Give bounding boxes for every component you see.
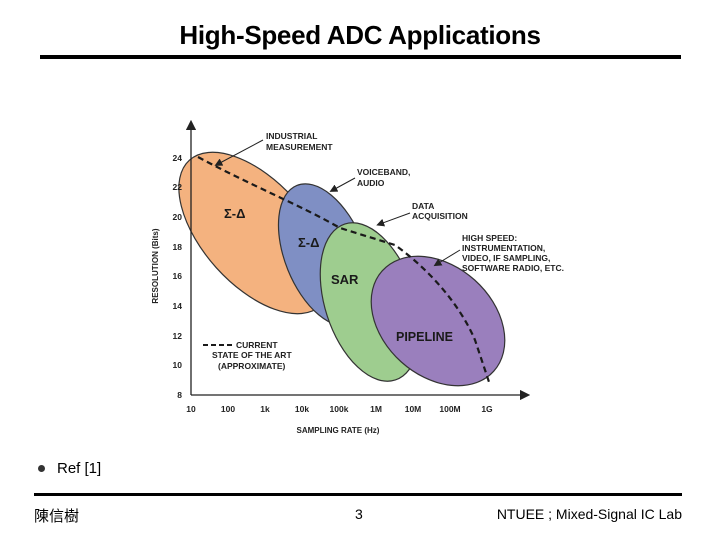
- footer-page-number: 3: [355, 506, 363, 522]
- voiceband-annotation: AUDIO: [357, 178, 385, 188]
- legend-text: (APPROXIMATE): [218, 361, 286, 371]
- sigma-delta-label: Σ-Δ: [224, 206, 245, 221]
- high-speed-annotation: SOFTWARE RADIO, ETC.: [462, 263, 564, 273]
- y-tick-label: 16: [173, 271, 183, 281]
- data-acquisition-annotation: ACQUISITION: [412, 211, 468, 221]
- bullet-item: Ref [1]: [38, 460, 101, 477]
- annotation-arrow: [433, 249, 461, 267]
- y-tick-label: 12: [173, 331, 183, 341]
- legend-text: CURRENT: [236, 340, 278, 350]
- x-tick-label: 10k: [295, 404, 309, 414]
- y-tick-label: 8: [177, 390, 182, 400]
- high-speed-annotation: VIDEO, IF SAMPLING,: [462, 253, 550, 263]
- industrial-annotation: INDUSTRIAL: [266, 131, 317, 141]
- x-tick-label: 100k: [330, 404, 349, 414]
- x-axis-label: SAMPLING RATE (Hz): [297, 426, 380, 435]
- y-tick-label: 14: [173, 301, 183, 311]
- x-tick-label: 100: [221, 404, 235, 414]
- bullet-text: Ref [1]: [57, 460, 102, 477]
- data-acquisition-annotation: DATA: [412, 201, 434, 211]
- footer-author: 陳信樹: [34, 507, 80, 525]
- sigma-delta-label: Σ-Δ: [298, 235, 319, 250]
- x-tick-label: 1G: [481, 404, 493, 414]
- footer-divider: [34, 493, 682, 496]
- bullet-icon: [38, 464, 45, 472]
- high-speed-annotation: HIGH SPEED:: [462, 233, 517, 243]
- annotation-arrow: [329, 177, 356, 192]
- voiceband-annotation: VOICEBAND,: [357, 167, 410, 177]
- y-tick-label: 22: [173, 182, 183, 192]
- x-tick-label: 10M: [405, 404, 422, 414]
- slide-title: High-Speed ADC Applications: [179, 20, 541, 50]
- high-speed-annotation: INSTRUMENTATION,: [462, 243, 545, 253]
- y-tick-labels: 8 10 12 14 16 18 20 22 24: [173, 153, 183, 400]
- annotation-arrow: [376, 212, 411, 227]
- legend-text: STATE OF THE ART: [212, 350, 292, 360]
- annotation-arrow: [214, 139, 264, 166]
- y-tick-label: 10: [173, 360, 183, 370]
- industrial-annotation: MEASUREMENT: [266, 142, 333, 152]
- pipeline-label: PIPELINE: [396, 330, 453, 344]
- x-tick-label: 1M: [370, 404, 382, 414]
- title-divider: [40, 55, 681, 59]
- sar-label: SAR: [331, 272, 359, 287]
- y-tick-label: 20: [173, 212, 183, 222]
- footer-lab: NTUEE ; Mixed-Signal IC Lab: [496, 506, 682, 522]
- y-axis-label: RESOLUTION (Bits): [151, 228, 160, 303]
- y-tick-label: 18: [173, 242, 183, 252]
- x-tick-labels: 10 100 1k 10k 100k 1M 10M 100M 1G: [186, 404, 493, 414]
- state-of-the-art-curve: [197, 156, 492, 386]
- x-tick-label: 1k: [260, 404, 270, 414]
- pipeline-region: [370, 255, 506, 387]
- x-tick-label: 100M: [439, 404, 460, 414]
- x-tick-label: 10: [186, 404, 196, 414]
- y-tick-label: 24: [173, 153, 183, 163]
